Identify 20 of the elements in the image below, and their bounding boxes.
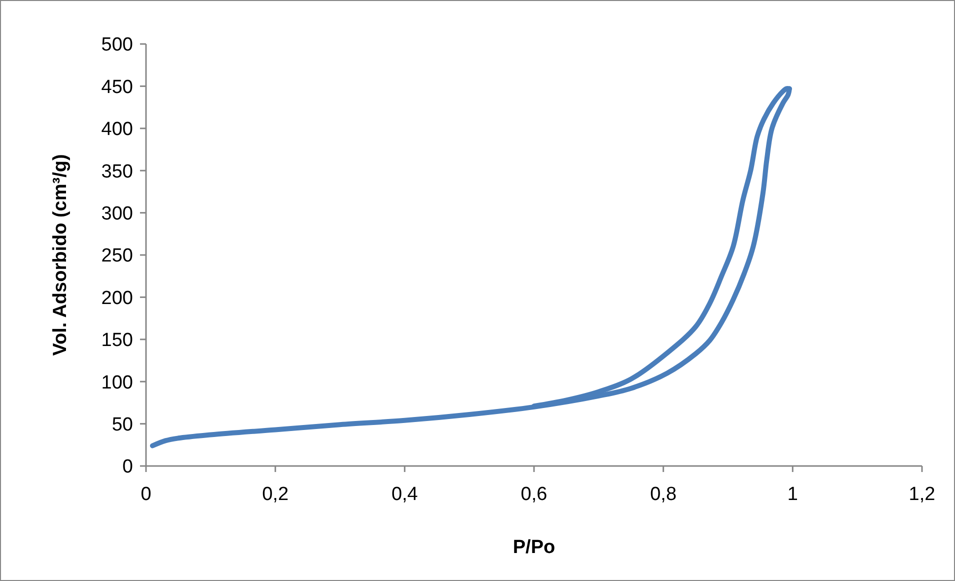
- x-tick-label: 0: [140, 484, 152, 505]
- x-tick-label: 0,2: [262, 484, 289, 505]
- y-tick-label: 150: [101, 330, 133, 352]
- y-tick-label: 250: [101, 246, 133, 267]
- x-axis-title: P/Po: [512, 537, 556, 558]
- y-tick-label: 350: [101, 161, 133, 182]
- x-tick-label: 0,6: [520, 484, 548, 505]
- y-tick-label: 200: [101, 288, 133, 309]
- y-tick-label: 300: [101, 203, 133, 224]
- x-tick-label: 0,8: [650, 484, 677, 505]
- y-tick-label: 400: [101, 119, 133, 140]
- x-tick-label: 1: [787, 484, 798, 505]
- y-tick-label: 450: [101, 76, 133, 98]
- x-tick-label: 1,2: [908, 484, 936, 505]
- y-tick-label: 0: [122, 456, 133, 478]
- y-tick-label: 500: [101, 34, 133, 56]
- y-axis-title: Vol. Adsorbido (cm³/g): [50, 154, 71, 356]
- y-tick-label: 50: [112, 414, 133, 436]
- x-tick-label: 0,4: [391, 484, 418, 505]
- y-tick-label: 100: [101, 372, 133, 394]
